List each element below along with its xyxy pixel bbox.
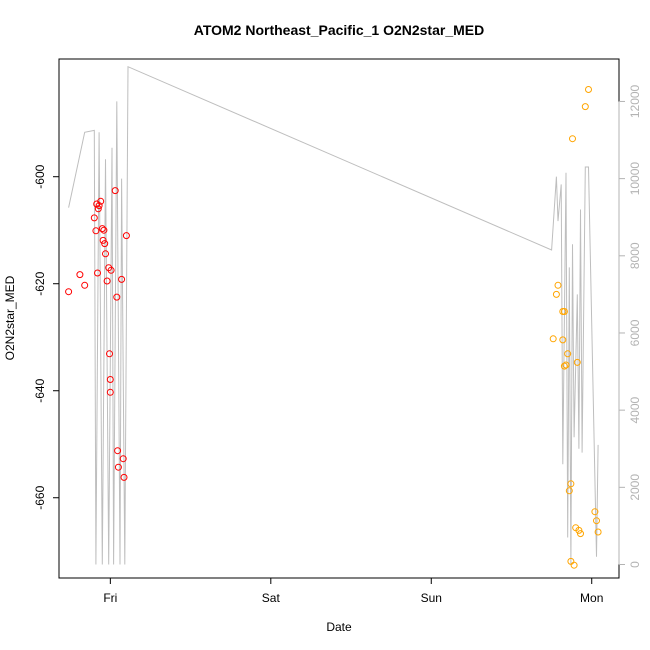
series-2-point [554,281,562,289]
series-2-point [581,103,589,111]
series-2-point [593,517,600,525]
x-tick-label: Sun [421,591,442,605]
series-1-point [122,232,130,240]
series-1-point [106,350,113,358]
x-axis: Fri Sat Sun Mon [103,577,603,605]
series-2-point [570,561,578,569]
series-1-point [111,187,119,195]
series-2-point [564,350,572,358]
right-y-tick-label: 6000 [628,319,642,346]
series-1-point [76,271,84,279]
series-2-point [591,508,599,516]
series-1-point [114,447,122,455]
series-1-point [101,240,109,248]
chart-title: ATOM2 Northeast_Pacific_1 O2N2star_MED [194,22,484,38]
series-1-point [97,197,105,205]
series-1-point [120,473,128,481]
series-1-point [106,388,114,396]
y-axis-label: O2N2star_MED [3,275,17,360]
series-1-point [92,227,100,235]
plot-frame [58,58,620,579]
series-2-point [567,480,575,488]
right-y-axis: 0 2000 4000 6000 8000 10000 12000 [618,84,642,568]
x-tick-label: Sat [262,591,281,605]
series-1-point [95,202,103,210]
series-1-point [94,269,101,277]
series-2-point [577,530,584,538]
right-y-tick-label: 2000 [628,474,642,501]
series-2-point [594,528,602,536]
series-1-point [65,288,73,296]
secondary-series-line [68,65,599,565]
right-y-tick-label: 0 [628,561,642,568]
x-tick-label: Fri [103,591,117,605]
series-1-point [119,455,127,463]
secondary-line-layer [68,65,599,565]
series-2-point [565,487,573,495]
series-1-point [90,214,98,222]
y-axis: -660 -640 -620 -600 [33,164,60,510]
series-2-point [559,336,567,344]
x-tick-label: Mon [580,591,603,605]
series-1-point [98,225,106,233]
series-2-point [549,335,557,343]
series-2-point [562,361,570,369]
series-1-point [100,226,108,234]
series-2-point [552,290,560,298]
right-y-tick-label: 4000 [628,396,642,423]
y-tick-label: -600 [33,164,47,188]
points-layer [65,86,602,569]
series-2-point [585,86,592,93]
y-tick-label: -660 [33,485,47,509]
right-y-tick-label: 8000 [628,242,642,269]
right-y-tick-label: 10000 [628,162,642,196]
series-1-point [106,376,114,383]
series-1-point [114,463,122,471]
right-y-tick-label: 12000 [628,84,642,118]
series-1-point [81,281,89,289]
y-tick-label: -620 [33,271,47,295]
series-2-point [560,362,568,370]
y-tick-label: -640 [33,378,47,402]
series-1-point [94,205,102,213]
series-2-point [569,135,576,143]
x-axis-label: Date [326,620,352,634]
series-1-point [102,250,109,258]
series-2-point [560,308,568,315]
series-1-point [107,266,115,274]
series-2-point [567,557,575,565]
series-1-point [113,293,121,301]
series-2-point [573,358,581,366]
series-1-point [118,275,126,283]
series-1-point [103,277,111,285]
